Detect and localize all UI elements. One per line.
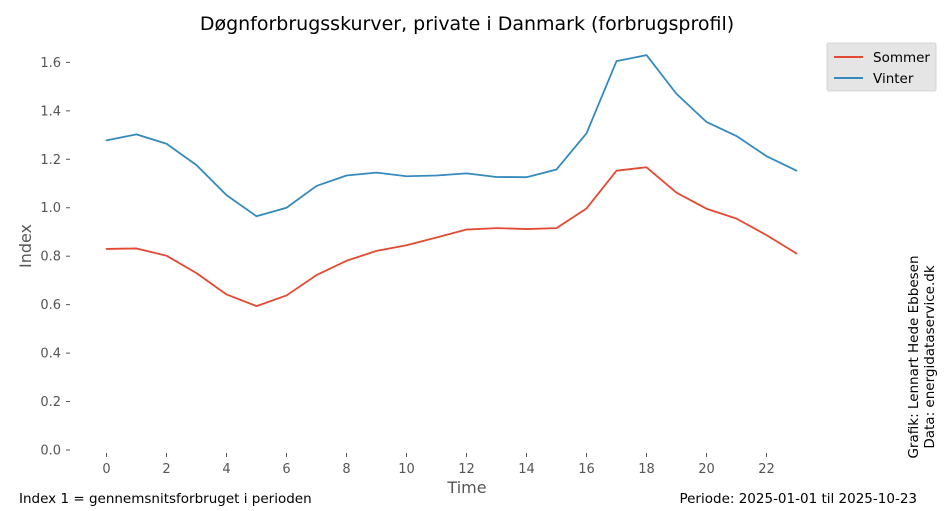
series-line-vinter [105, 54, 798, 218]
credit-source: Data: energidataservice.dk [922, 265, 938, 449]
x-tick-label: 18 [638, 462, 655, 477]
x-tick-label: 22 [758, 462, 775, 477]
x-tick-label: 20 [698, 462, 715, 477]
y-tick-label: 1.6 [40, 56, 61, 71]
y-tick-label: 0.6 [40, 298, 61, 313]
y-tick-label: 1.0 [40, 201, 61, 216]
footer-period: Periode: 2025-01-01 til 2025-10-23 [679, 491, 917, 507]
legend-label-vinter: Vinter [873, 71, 914, 87]
x-axis-title: Time [446, 478, 486, 497]
x-tick-label: 8 [342, 462, 350, 477]
y-tick-label: 0.0 [40, 444, 61, 459]
chart-title: Døgnforbrugsskurver, private i Danmark (… [200, 13, 734, 35]
x-tick-label: 10 [398, 462, 415, 477]
x-tick-label: 16 [578, 462, 595, 477]
y-axis-title: Index [16, 224, 35, 268]
x-axis: 0 2 4 6 8 10 12 14 16 18 20 22 [102, 453, 775, 477]
x-tick-label: 4 [222, 462, 230, 477]
series-layer [105, 54, 798, 308]
x-tick-label: 2 [162, 462, 170, 477]
series-line-sommer [105, 166, 798, 308]
footer-note: Index 1 = gennemsnitsforbruget i periode… [19, 491, 312, 507]
y-axis: 0.0 0.2 0.4 0.6 0.8 1.0 1.2 1.4 1.6 [40, 56, 70, 459]
credit-author: Grafik: Lennart Hede Ebbesen [906, 255, 922, 458]
x-tick-label: 0 [102, 462, 110, 477]
legend-label-sommer: Sommer [873, 50, 930, 66]
x-tick-label: 6 [282, 462, 290, 477]
y-tick-label: 0.8 [40, 250, 61, 265]
y-tick-label: 1.4 [40, 104, 61, 119]
x-tick-label: 14 [518, 462, 535, 477]
legend: Sommer Vinter [826, 42, 937, 92]
y-tick-label: 0.2 [40, 395, 61, 410]
y-tick-label: 0.4 [40, 347, 61, 362]
y-tick-label: 1.2 [40, 153, 61, 168]
x-tick-label: 12 [458, 462, 475, 477]
